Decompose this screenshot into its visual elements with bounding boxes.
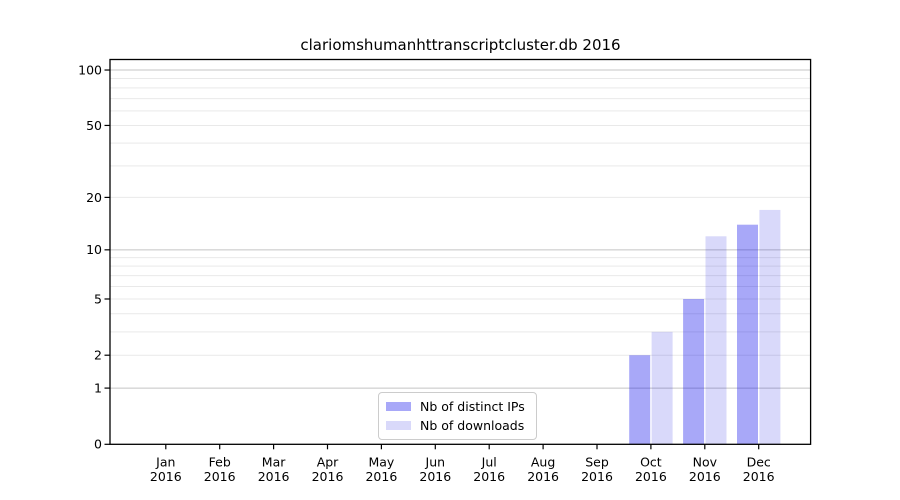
bar-distinct-ips-dec-2016	[737, 224, 758, 445]
y-tick-label: 5	[94, 291, 102, 306]
legend-item-distinct-ips: Nb of distinct IPs	[386, 399, 525, 414]
x-tick-label: May 2016	[365, 454, 397, 484]
y-tick-label: 1	[94, 380, 102, 395]
plot-spines	[109, 58, 812, 445]
x-tick-label: Apr 2016	[312, 454, 344, 484]
x-tick-label: Feb 2016	[204, 454, 236, 484]
x-tick-label: Jul 2016	[473, 454, 505, 484]
y-tick-label: 0	[94, 437, 102, 452]
x-tick-label: Dec 2016	[743, 454, 775, 484]
legend-label-distinct-ips: Nb of distinct IPs	[420, 399, 525, 414]
y-tick-label: 100	[78, 62, 102, 77]
y-tick-label: 10	[86, 242, 102, 257]
x-tick-label: Mar 2016	[258, 454, 290, 484]
legend-item-downloads: Nb of downloads	[386, 418, 525, 433]
x-tick-label: Nov 2016	[689, 454, 721, 484]
x-tick-label: Jun 2016	[419, 454, 451, 484]
y-tick-label: 50	[86, 118, 102, 133]
legend-label-downloads: Nb of downloads	[420, 418, 525, 433]
bar-distinct-ips-nov-2016	[683, 298, 705, 445]
x-tick-label: Aug 2016	[527, 454, 559, 484]
legend-swatch-downloads	[386, 421, 411, 430]
bar-downloads-nov-2016	[705, 236, 727, 445]
legend: Nb of distinct IPs Nb of downloads	[378, 392, 537, 440]
y-tick-label: 20	[86, 190, 102, 205]
legend-swatch-distinct-ips	[386, 402, 411, 411]
bar-downloads-oct-2016	[651, 331, 673, 445]
x-tick-label: Oct 2016	[635, 454, 667, 484]
chart-title: clariomshumanhttranscriptcluster.db 2016	[300, 36, 621, 54]
x-tick-label: Sep 2016	[581, 454, 613, 484]
y-tick-label: 2	[94, 348, 102, 363]
bar-downloads-dec-2016	[759, 209, 781, 445]
x-tick-label: Jan 2016	[150, 454, 182, 484]
bar-distinct-ips-oct-2016	[629, 355, 651, 445]
